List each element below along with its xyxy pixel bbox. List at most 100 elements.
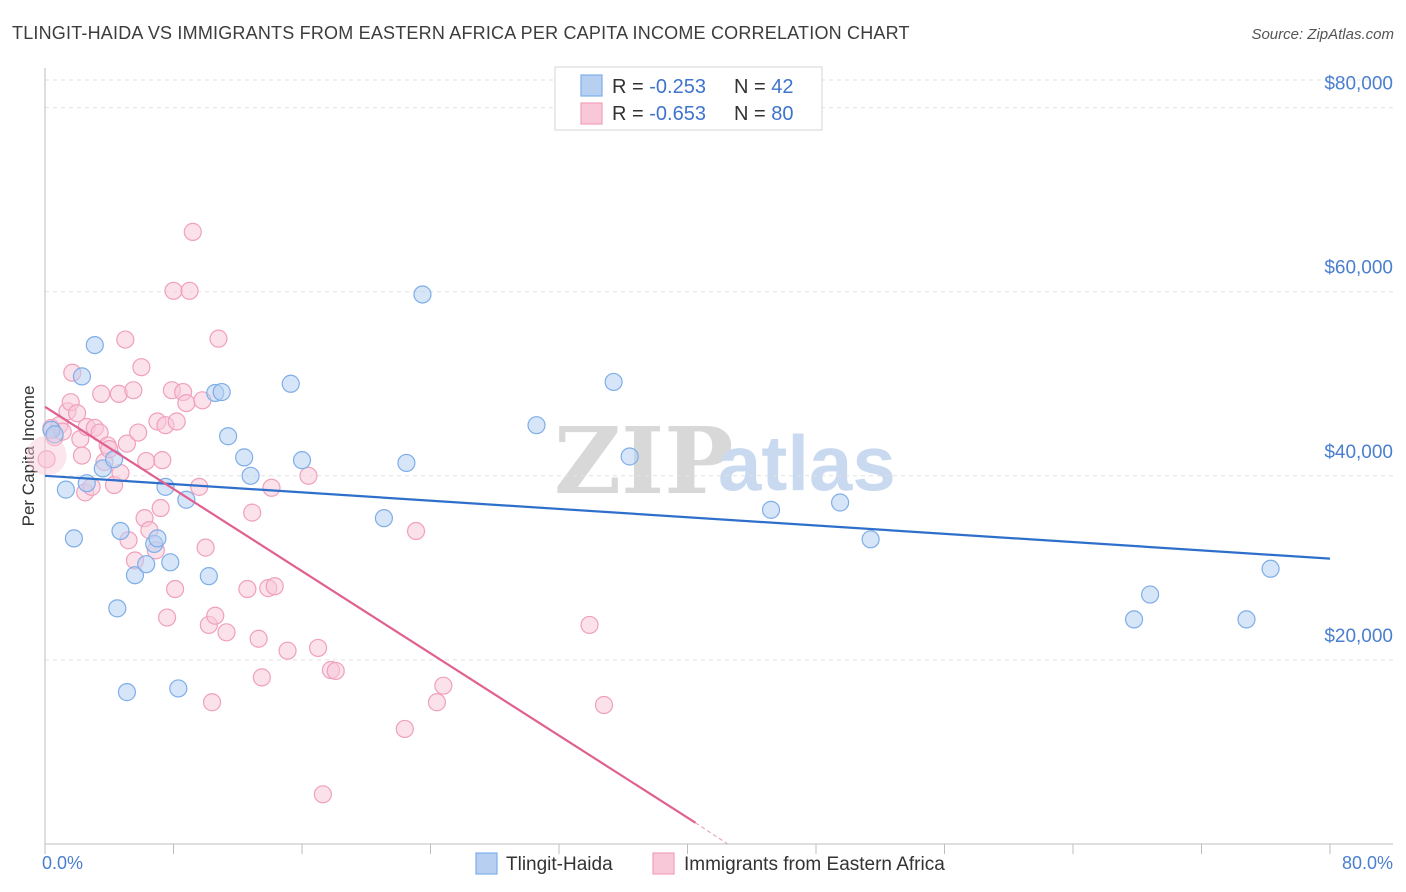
point-tlingit-haida-34 <box>761 500 781 519</box>
point-tlingit-haida-2 <box>56 480 75 499</box>
point-eastern-africa-58 <box>252 668 271 687</box>
point-tlingit-haida-18 <box>169 679 188 698</box>
point-eastern-africa-45 <box>180 281 199 300</box>
point-tlingit-haida-37 <box>1124 610 1144 629</box>
gridlines <box>45 79 1393 661</box>
point-tlingit-haida-27 <box>292 451 312 470</box>
legend-swatch-eastern-africa <box>580 102 603 125</box>
legend-n-label-1: N = 42 <box>734 76 794 98</box>
point-eastern-africa-41 <box>166 579 185 599</box>
y-tick-label-1: $40,000 <box>1324 442 1393 463</box>
point-tlingit-haida-20 <box>199 567 218 586</box>
y-tick-label-0: $20,000 <box>1324 626 1393 647</box>
point-tlingit-haida-22 <box>212 382 231 402</box>
point-eastern-africa-64 <box>308 638 328 658</box>
point-eastern-africa-42 <box>167 412 186 431</box>
point-tlingit-haida-32 <box>604 372 623 392</box>
point-eastern-africa-44 <box>177 393 196 413</box>
point-eastern-africa-56 <box>243 503 262 522</box>
point-tlingit-haida-24 <box>235 448 254 467</box>
y-tick-label-3: $80,000 <box>1324 74 1393 95</box>
point-eastern-africa-10 <box>72 446 92 465</box>
legend-r-value-2: -0.653 <box>649 103 706 125</box>
point-eastern-africa-69 <box>406 521 426 541</box>
point-eastern-africa-61 <box>265 577 284 596</box>
trend-line-eastern-africa-extension <box>695 822 728 845</box>
point-eastern-africa-63 <box>299 466 318 485</box>
point-tlingit-haida-1 <box>45 425 64 444</box>
point-eastern-africa-70 <box>427 693 447 712</box>
point-eastern-africa-60 <box>262 478 281 497</box>
point-eastern-africa-73 <box>594 695 614 715</box>
point-eastern-africa-0 <box>37 450 56 469</box>
point-tlingit-haida-35 <box>830 493 850 512</box>
legend-n-label-text-2: N = <box>734 103 771 125</box>
point-eastern-africa-35 <box>151 498 170 518</box>
legend-r-label-1: R = -0.253 <box>612 76 706 98</box>
point-eastern-africa-71 <box>434 676 453 695</box>
bottom-legend-label-tlingit-haida: Tlingit-Haida <box>506 854 613 875</box>
legend-n-label-text-1: N = <box>734 76 771 98</box>
watermark: ZIP atlas <box>554 407 896 515</box>
point-tlingit-haida-23 <box>219 427 238 446</box>
point-eastern-africa-49 <box>196 538 215 557</box>
point-tlingit-haida-28 <box>374 509 394 528</box>
point-eastern-africa-36 <box>153 451 172 470</box>
legend-swatch-tlingit-haida <box>580 74 603 97</box>
watermark-atlas: atlas <box>718 419 896 507</box>
trend-line-tlingit-haida <box>44 474 1331 560</box>
point-tlingit-haida-15 <box>148 529 167 548</box>
series-legend: Tlingit-Haida Immigrants from Eastern Af… <box>475 852 945 875</box>
correlation-legend: R = -0.253 N = 42 R = -0.653 N = 80 <box>554 66 823 131</box>
point-tlingit-haida-13 <box>137 555 156 574</box>
point-eastern-africa-67 <box>326 661 345 681</box>
x-tick-label-right: 80.0% <box>1342 853 1393 873</box>
trend-lines <box>44 405 1331 845</box>
bottom-legend-swatch-eastern-africa <box>652 852 675 875</box>
point-tlingit-haida-3 <box>64 529 84 548</box>
bottom-legend-label-eastern-africa: Immigrants from Eastern Africa <box>684 854 945 875</box>
legend-r-label-text-2: R = <box>612 103 649 125</box>
watermark-zip: ZIP <box>554 407 733 515</box>
point-eastern-africa-68 <box>395 719 414 739</box>
y-axis-label: Per Capita Income <box>19 386 38 527</box>
x-tick-label-left: 0.0% <box>42 853 83 873</box>
bottom-legend-swatch-tlingit-haida <box>475 852 498 875</box>
point-eastern-africa-cluster <box>26 435 67 476</box>
legend-r-value-1: -0.253 <box>649 76 706 98</box>
point-eastern-africa-52 <box>206 606 225 625</box>
legend-n-value-2: 80 <box>771 103 793 125</box>
point-eastern-africa-65 <box>313 785 332 804</box>
point-eastern-africa-23 <box>116 330 135 349</box>
point-tlingit-haida-10 <box>111 521 130 541</box>
point-eastern-africa-40 <box>164 281 183 300</box>
point-tlingit-haida-8 <box>104 450 124 469</box>
trend-line-eastern-africa <box>44 405 697 824</box>
chart-title: TLINGIT-HAIDA VS IMMIGRANTS FROM EASTERN… <box>12 23 910 43</box>
point-eastern-africa-72 <box>580 615 599 635</box>
point-tlingit-haida-25 <box>241 466 260 485</box>
point-tlingit-haida-4 <box>72 367 92 386</box>
point-tlingit-haida-40 <box>1261 559 1280 578</box>
point-tlingit-haida-29 <box>397 453 416 473</box>
point-tlingit-haida-38 <box>1140 585 1160 604</box>
point-eastern-africa-28 <box>129 423 148 442</box>
point-eastern-africa-29 <box>132 358 151 377</box>
point-tlingit-haida-36 <box>861 530 880 549</box>
point-eastern-africa-55 <box>238 579 257 599</box>
point-tlingit-haida-6 <box>85 335 104 355</box>
point-tlingit-haida-9 <box>108 599 127 618</box>
point-eastern-africa-16 <box>92 384 111 403</box>
legend-r-label-text-1: R = <box>612 76 649 98</box>
point-tlingit-haida-33 <box>620 447 639 466</box>
point-eastern-africa-57 <box>249 629 268 648</box>
point-tlingit-haida-12 <box>125 566 145 585</box>
point-tlingit-haida-30 <box>413 285 432 304</box>
legend-n-value-1: 42 <box>771 76 793 98</box>
point-eastern-africa-8 <box>68 404 87 423</box>
point-tlingit-haida-26 <box>281 374 300 393</box>
legend-r-label-2: R = -0.653 <box>612 103 706 125</box>
chart-source: Source: ZipAtlas.com <box>1251 26 1394 43</box>
point-eastern-africa-54 <box>217 623 236 642</box>
point-eastern-africa-26 <box>124 381 143 400</box>
